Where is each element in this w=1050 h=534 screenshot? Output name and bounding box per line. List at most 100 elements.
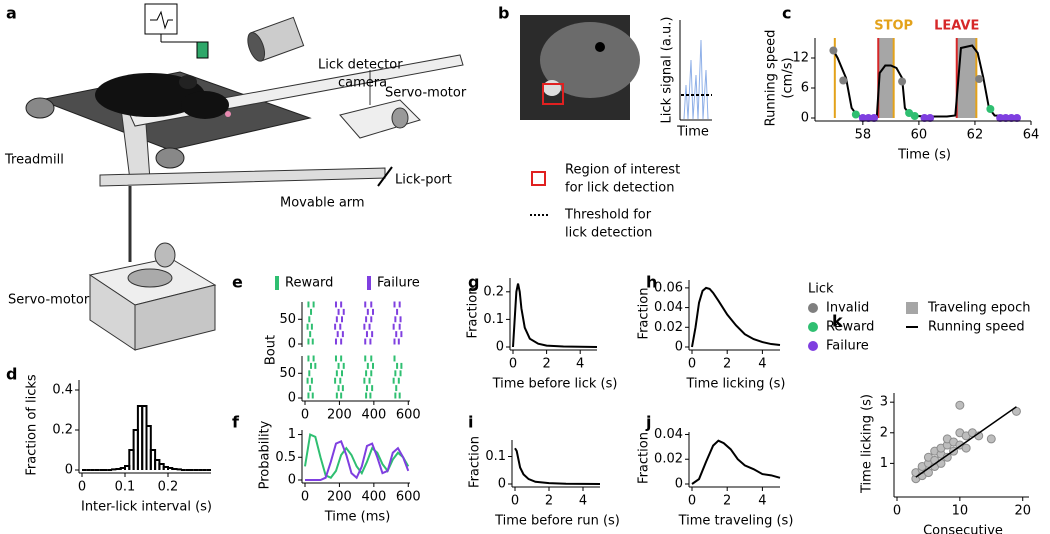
y-axis-label: Probability [258,420,273,489]
x-tick-label: 0 [509,357,517,372]
y-tick-label: 0 [801,111,809,126]
x-tick-label: 0 [511,494,519,509]
diagram-label: Lick detector [318,58,403,73]
legend-text: Running speed [928,320,1025,335]
y-axis-label: Fraction [637,432,652,484]
line [514,447,601,485]
y-tick-label: 0.02 [654,320,683,335]
legend-text: Invalid [826,301,869,316]
x-axis-label: Time licking (s) [686,377,786,392]
legend-title: Lick [808,282,834,297]
legend-text: Reward [285,276,333,291]
x-axis-label: Time (s) [897,148,951,163]
y-tick-label: 0.1 [483,312,504,327]
x-tick-label: 62 [967,128,984,143]
mouse-head [181,91,229,119]
lick-dot [858,114,867,122]
x-tick-label: 58 [855,128,872,143]
panel-label: g [468,273,479,292]
recording-box [144,3,178,35]
x-tick-label: 0 [301,408,309,423]
x-tick-label: 400 [361,408,386,423]
camera [247,16,305,62]
x-axis-label: Consecutive [923,524,1003,534]
roller [25,97,55,119]
x-tick-label: 0 [78,480,86,495]
lick-dot [851,110,860,119]
servo-shaft [391,107,409,129]
lick-dot [864,114,873,122]
line [512,283,598,348]
y-axis-label: (cm/s) [781,57,796,98]
servo-box [134,284,216,351]
tongue [543,80,561,96]
x-tick-label: 4 [758,357,766,372]
lick-dot [829,46,838,55]
legend-text: Threshold for [564,208,652,223]
y-tick-label: 0 [675,340,683,355]
fit-line [915,406,1017,478]
x-tick-label: 200 [327,408,352,423]
lick-port-tube [377,166,393,187]
lick-dot [870,114,879,122]
mouse-nose [225,111,231,117]
x-axis-label: Inter-lick interval (s) [81,500,212,515]
diagram-label: camera [338,76,387,91]
legend-marker [367,276,371,290]
lick-signal [683,39,709,120]
panel-label: i [468,413,473,432]
legend-marker [808,303,818,313]
x-tick-label: 4 [579,494,587,509]
y-tick-label: 1 [288,427,296,442]
y-tick-label: 0.2 [52,423,73,438]
histogram-bin [145,425,152,470]
x-tick-label: 200 [327,490,352,505]
x-tick-label: 20 [1014,504,1031,519]
mouse-eye [595,42,605,52]
lick-dot [1001,114,1010,122]
diagram-label: Movable arm [280,196,365,211]
x-axis-label: Time before lick (s) [492,377,618,392]
y-axis-label: Time licking (s) [860,394,875,494]
x-tick-label: 0 [688,494,696,509]
y-tick-label: 0.04 [654,300,683,315]
x-tick-label: 2 [545,494,553,509]
y-axis-label: Fraction [468,436,483,488]
mouse-body [95,73,205,117]
diagram-label: Treadmill [4,153,64,168]
legend-text: Traveling epoch [927,301,1030,316]
y-tick-label: 0.04 [654,427,683,442]
line [691,286,781,348]
line [691,439,781,485]
x-tick-label: 0 [301,490,309,505]
lick-dot [996,114,1005,122]
x-tick-label: 400 [361,490,386,505]
y-tick-label: 50 [279,366,296,381]
x-tick-label: 0 [688,357,696,372]
y-tick-label: 12 [792,51,809,66]
roller [155,147,185,169]
axis-label: Time [676,125,709,140]
histogram-bin [175,468,182,471]
y-tick-label: 0 [496,340,504,355]
legend-text: Failure [377,276,420,291]
panel-label: j [645,413,651,432]
y-tick-label: 0.5 [275,450,296,465]
lick-dot [1007,114,1016,122]
panel-label: d [6,365,17,384]
lick-imaging: Lick signal (a.u.) Time Region of intere… [520,15,712,241]
y-axis-label: Fraction [466,287,481,339]
x-tick-label: 2 [542,357,550,372]
legend-marker [275,276,279,290]
x-tick-label: 2 [723,357,731,372]
y-tick-label: 6 [801,81,809,96]
panel-label: b [498,4,509,23]
servo-motor [127,268,173,288]
mouse-ear [179,75,197,89]
scatter-point [961,443,971,453]
scatter-point [986,434,996,444]
line [304,433,410,479]
roi-legend-icon [531,171,546,186]
legend-text: Failure [826,339,869,354]
y-axis-label: Fraction [637,288,652,340]
